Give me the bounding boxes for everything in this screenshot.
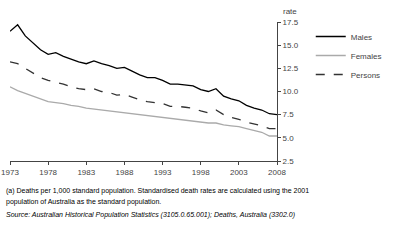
- svg-text:Source: Australian Historical: Source: Australian Historical Population…: [6, 211, 295, 219]
- svg-text:2.5: 2.5: [283, 157, 295, 166]
- svg-text:1983: 1983: [77, 168, 95, 177]
- svg-text:1988: 1988: [116, 168, 134, 177]
- svg-text:1973: 1973: [1, 168, 19, 177]
- svg-text:rate: rate: [283, 7, 297, 16]
- svg-text:2003: 2003: [230, 168, 248, 177]
- svg-text:(a) Deaths per 1,000 standard: (a) Deaths per 1,000 standard population…: [6, 187, 309, 195]
- svg-text:1978: 1978: [39, 168, 57, 177]
- svg-text:15.0: 15.0: [283, 41, 299, 50]
- svg-text:12.5: 12.5: [283, 64, 299, 73]
- svg-text:2008: 2008: [268, 168, 286, 177]
- svg-text:1993: 1993: [154, 168, 172, 177]
- svg-text:1998: 1998: [192, 168, 210, 177]
- svg-text:Females: Females: [351, 52, 382, 61]
- svg-text:population of Australia as the: population of Australia as the standard …: [6, 198, 161, 206]
- svg-text:Persons: Persons: [351, 71, 380, 80]
- svg-text:7.5: 7.5: [283, 110, 295, 119]
- svg-text:Males: Males: [351, 33, 372, 42]
- svg-text:17.5: 17.5: [283, 18, 299, 27]
- svg-text:5.0: 5.0: [283, 134, 295, 143]
- svg-text:10.0: 10.0: [283, 87, 299, 96]
